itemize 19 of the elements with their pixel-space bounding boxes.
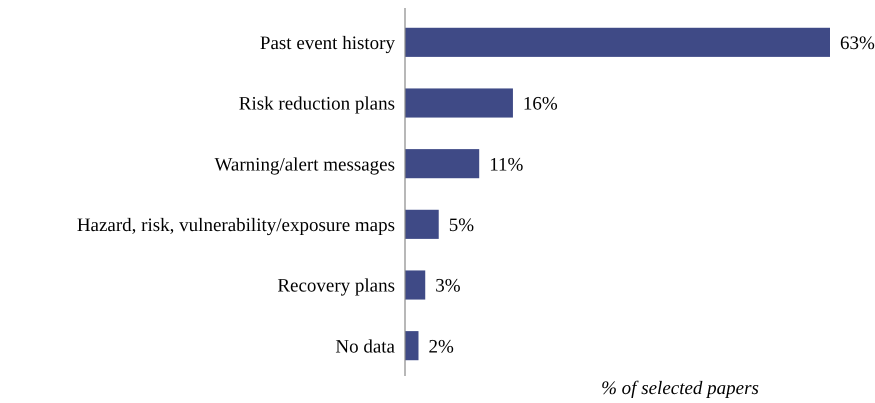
- data-label: 2%: [428, 336, 454, 358]
- y-tick-label: Risk reduction plans: [238, 94, 395, 115]
- data-label: 63%: [840, 32, 875, 54]
- y-tick-label: Hazard, risk, vulnerability/exposure maps: [76, 214, 395, 236]
- data-label: 5%: [448, 214, 474, 236]
- data-label: 3%: [435, 276, 461, 297]
- data-label: 16%: [522, 94, 558, 115]
- bar: [405, 331, 418, 360]
- bar: [405, 149, 480, 178]
- bar: [405, 28, 830, 57]
- y-tick-label: Recovery plans: [277, 276, 395, 297]
- y-tick-label: Warning/alert messages: [214, 154, 395, 176]
- x-axis-title: % of selected papers: [601, 378, 759, 399]
- bar: [405, 210, 439, 239]
- y-tick-label: Past event history: [260, 32, 396, 54]
- bar: [405, 88, 513, 118]
- bar: [405, 270, 426, 300]
- data-label: 11%: [489, 154, 524, 176]
- y-tick-label: No data: [335, 336, 396, 358]
